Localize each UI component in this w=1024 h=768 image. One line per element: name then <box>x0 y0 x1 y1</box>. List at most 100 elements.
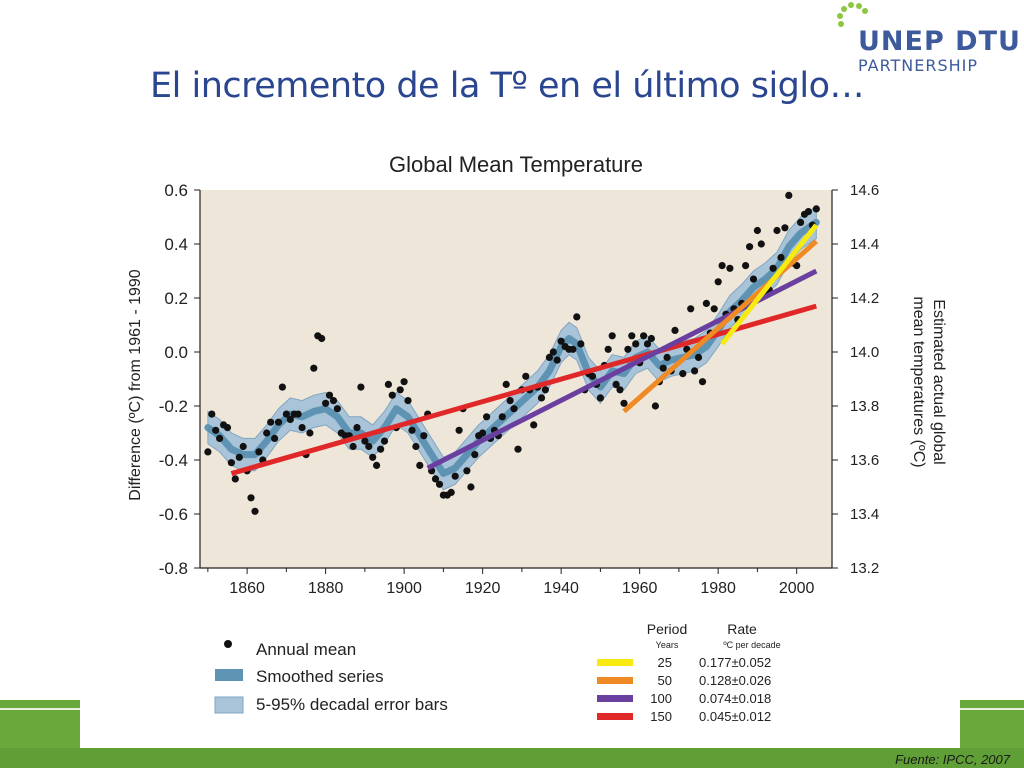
annual-mean-point <box>659 364 667 372</box>
annual-mean-point <box>698 378 707 386</box>
x-tick-label: 1920 <box>465 580 501 597</box>
x-tick-label: 2000 <box>779 580 815 597</box>
annual-mean-point <box>714 278 722 286</box>
footer-green-bar <box>0 748 1024 768</box>
annual-mean-point <box>435 480 444 488</box>
annual-mean-point <box>420 432 428 440</box>
annual-mean-point <box>353 424 361 432</box>
annual-mean-point <box>483 413 491 421</box>
annual-mean-point <box>373 461 381 469</box>
y-tick-label: -0.8 <box>159 559 188 578</box>
annual-mean-point <box>282 410 290 418</box>
annual-mean-point <box>377 445 385 453</box>
annual-mean-point <box>212 426 220 434</box>
annual-mean-point <box>608 332 616 340</box>
annual-mean-point <box>463 467 471 475</box>
trend-line-50 <box>622 239 818 414</box>
annual-mean-point <box>746 243 754 251</box>
annual-mean-point <box>569 345 577 353</box>
y-tick-label: -0.2 <box>159 397 188 416</box>
annual-mean-point <box>388 391 396 399</box>
annual-mean-point <box>694 353 703 361</box>
annual-mean-point <box>596 394 605 402</box>
legend-error-bars: 5-95% decadal error bars <box>256 695 448 714</box>
error-band <box>207 205 817 491</box>
legend-annual-mean: Annual mean <box>256 640 356 659</box>
annual-mean-point <box>769 264 777 272</box>
annual-mean-point <box>781 224 789 232</box>
y2-tick-label: 13.2 <box>850 560 879 577</box>
rate-table-rate-sub: ºC per decade <box>723 640 780 650</box>
rate-period-50: 50 <box>658 673 672 688</box>
annual-mean-point <box>455 426 463 434</box>
annual-mean-point <box>404 397 412 405</box>
y-tick-label: 0.4 <box>164 235 188 254</box>
y2-tick-label: 14.0 <box>850 344 879 361</box>
y2-tick-label: 14.2 <box>850 290 879 307</box>
annual-mean-point <box>530 421 538 429</box>
annual-mean-point <box>239 442 247 451</box>
annual-mean-point <box>412 442 420 451</box>
y2-tick-label: 13.4 <box>850 506 879 523</box>
annual-mean-point <box>643 340 652 348</box>
annual-mean-point <box>557 337 565 345</box>
annual-mean-point <box>479 429 487 437</box>
annual-mean-point <box>797 218 805 226</box>
annual-mean-point <box>541 386 550 394</box>
annual-mean-point <box>785 191 793 199</box>
annual-mean-point <box>447 488 455 496</box>
y-tick-label: -0.4 <box>159 451 188 470</box>
y-tick-label: -0.6 <box>159 505 188 524</box>
x-tick-label: 1940 <box>543 580 579 597</box>
annual-mean-point <box>384 380 392 388</box>
annual-mean-point <box>235 453 243 461</box>
annual-mean-point <box>227 459 235 467</box>
rate-value-100: 0.074±0.018 <box>699 691 771 706</box>
rate-swatch-50 <box>597 677 633 684</box>
slide-title: El incremento de la Tº en el último sigl… <box>150 66 865 106</box>
annual-mean-point <box>408 426 416 434</box>
annual-mean-point <box>322 399 330 407</box>
rate-value-50: 0.128±0.026 <box>699 673 771 688</box>
rate-table-rate-header: Rate <box>727 621 757 637</box>
legend-error-swatch <box>214 696 244 714</box>
annual-mean-point <box>267 418 275 426</box>
rate-period-25: 25 <box>658 655 672 670</box>
rate-table-period-header: Period <box>647 621 687 637</box>
annual-mean-point <box>286 415 294 424</box>
logo-dots-icon <box>837 2 868 27</box>
annual-mean-point <box>651 402 660 410</box>
legend-smoothed: Smoothed series <box>256 667 384 686</box>
annual-mean-point <box>749 275 758 283</box>
trend-line-150 <box>230 303 817 476</box>
annual-mean-point <box>640 332 648 340</box>
x-tick-label: 1860 <box>229 580 265 597</box>
y2-tick-label: 14.4 <box>850 236 879 253</box>
annual-mean-point <box>588 372 597 380</box>
annual-mean-point <box>691 367 699 375</box>
annual-mean-point <box>369 453 377 461</box>
annual-mean-point <box>545 353 554 361</box>
rate-table-period-sub: Years <box>656 640 679 650</box>
annual-mean-point <box>263 429 271 437</box>
annual-mean-point <box>361 437 369 445</box>
annual-mean-point <box>416 461 424 469</box>
annual-mean-point <box>549 348 557 356</box>
y2-axis-label-line2: mean temperatures (ºC) <box>910 296 927 467</box>
annual-mean-point <box>553 356 561 364</box>
annual-mean-point <box>773 226 781 235</box>
annual-mean-point <box>298 424 306 432</box>
annual-mean-point <box>365 442 373 451</box>
annual-mean-point <box>679 370 687 378</box>
annual-mean-point <box>271 434 279 442</box>
y-tick-label: 0.0 <box>164 343 188 362</box>
annual-mean-point <box>294 410 302 418</box>
plot-area <box>200 190 832 568</box>
y2-tick-label: 14.6 <box>850 182 879 199</box>
annual-mean-point <box>628 332 636 340</box>
annual-mean-point <box>577 340 585 348</box>
annual-mean-point <box>812 205 820 213</box>
annual-mean-point <box>306 429 314 437</box>
annual-mean-point <box>742 262 750 270</box>
